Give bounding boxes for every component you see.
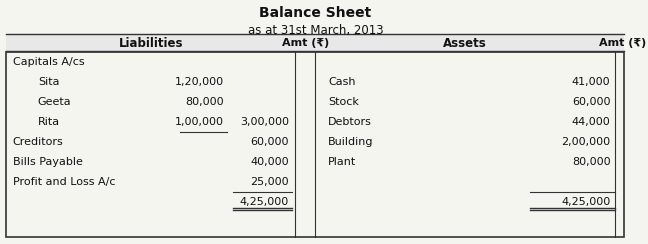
- Text: Amt (₹): Amt (₹): [599, 38, 647, 48]
- Text: Creditors: Creditors: [12, 137, 64, 147]
- Text: 60,000: 60,000: [250, 137, 289, 147]
- Text: Rita: Rita: [38, 117, 60, 127]
- Text: 1,20,000: 1,20,000: [175, 77, 224, 87]
- Text: Profit and Loss A/c: Profit and Loss A/c: [12, 177, 115, 187]
- Text: as at 31st March, 2013: as at 31st March, 2013: [248, 24, 383, 37]
- Text: 44,000: 44,000: [572, 117, 610, 127]
- Text: Balance Sheet: Balance Sheet: [259, 6, 371, 20]
- Text: Liabilities: Liabilities: [119, 37, 183, 50]
- Text: Stock: Stock: [328, 97, 359, 107]
- Text: Capitals A/cs: Capitals A/cs: [12, 57, 84, 67]
- Text: Debtors: Debtors: [328, 117, 372, 127]
- Text: 3,00,000: 3,00,000: [240, 117, 289, 127]
- Bar: [6, 52, 624, 237]
- Text: Cash: Cash: [328, 77, 356, 87]
- Text: Geeta: Geeta: [38, 97, 71, 107]
- Text: Sita: Sita: [38, 77, 60, 87]
- Text: 1,00,000: 1,00,000: [175, 117, 224, 127]
- Text: Amt (₹): Amt (₹): [282, 38, 329, 48]
- Text: 4,25,000: 4,25,000: [240, 197, 289, 207]
- Text: Bills Payable: Bills Payable: [12, 157, 82, 167]
- Text: 80,000: 80,000: [572, 157, 610, 167]
- Text: 60,000: 60,000: [572, 97, 610, 107]
- Text: 4,25,000: 4,25,000: [561, 197, 610, 207]
- Text: 2,00,000: 2,00,000: [561, 137, 610, 147]
- Text: 80,000: 80,000: [185, 97, 224, 107]
- Text: 41,000: 41,000: [572, 77, 610, 87]
- Text: 40,000: 40,000: [250, 157, 289, 167]
- Text: Building: Building: [328, 137, 373, 147]
- Text: Assets: Assets: [443, 37, 487, 50]
- Text: 25,000: 25,000: [250, 177, 289, 187]
- Bar: [6, 34, 624, 51]
- Text: Plant: Plant: [328, 157, 356, 167]
